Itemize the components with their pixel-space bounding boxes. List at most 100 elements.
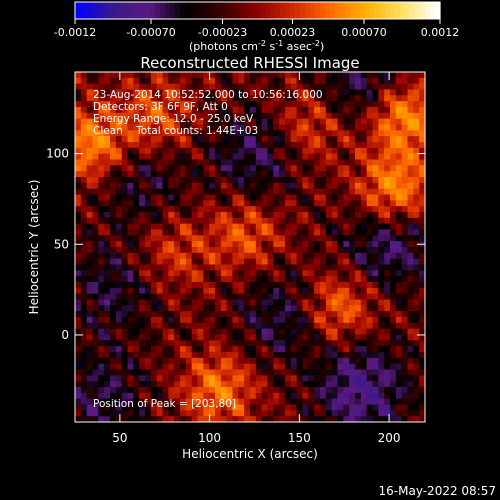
heatmap-cell — [174, 247, 181, 254]
heatmap-cell — [174, 177, 181, 184]
heatmap-cell — [98, 235, 105, 242]
heatmap-cell — [121, 252, 128, 260]
heatmap-cell — [349, 352, 356, 359]
heatmap-cell — [395, 381, 403, 388]
heatmap-cell — [273, 177, 280, 184]
heatmap-cell — [145, 340, 152, 347]
heatmap-cell — [209, 416, 216, 423]
heatmap-cell — [86, 311, 93, 318]
heatmap-cell — [308, 223, 315, 230]
heatmap-cell — [203, 194, 210, 201]
heatmap-cell — [325, 363, 333, 370]
heatmap-cell — [378, 287, 385, 295]
heatmap-cell — [80, 381, 88, 388]
heatmap-cell — [92, 346, 99, 353]
heatmap-cell — [86, 322, 93, 330]
heatmap-cell — [337, 171, 344, 178]
heatmap-cell — [384, 299, 391, 306]
heatmap-cell — [174, 107, 181, 114]
heatmap-cell — [226, 305, 233, 312]
heatmap-cell — [168, 392, 175, 400]
heatmap-cell — [110, 398, 117, 405]
colorbar-cell — [180, 2, 186, 19]
heatmap-cell — [325, 258, 333, 265]
heatmap-cell — [75, 212, 82, 219]
heatmap-cell — [197, 153, 204, 160]
colorbar-cell — [295, 2, 301, 19]
heatmap-cell — [203, 334, 210, 341]
heatmap-cell — [238, 77, 245, 85]
heatmap-cell — [185, 392, 193, 400]
heatmap-cell — [372, 346, 379, 353]
heatmap-cell — [296, 352, 303, 359]
heatmap-cell — [180, 217, 187, 225]
heatmap-cell — [349, 235, 356, 242]
heatmap-cell — [127, 112, 134, 120]
heatmap-cell — [250, 340, 257, 347]
heatmap-cell — [273, 258, 280, 265]
heatmap-cell — [331, 241, 338, 248]
heatmap-cell — [145, 346, 152, 353]
heatmap-cell — [197, 229, 204, 236]
heatmap-cell — [197, 299, 204, 306]
heatmap-cell — [366, 375, 373, 382]
heatmap-cell — [355, 282, 362, 289]
heatmap-cell — [290, 363, 298, 370]
heatmap-cell — [162, 375, 169, 382]
heatmap-cell — [115, 375, 123, 382]
heatmap-cell — [168, 340, 175, 347]
heatmap-cell — [86, 118, 93, 125]
heatmap-cell — [75, 340, 82, 347]
heatmap-cell — [349, 334, 356, 341]
heatmap-cell — [110, 118, 117, 125]
heatmap-cell — [296, 270, 303, 277]
heatmap-cell — [419, 217, 426, 225]
heatmap-cell — [250, 177, 257, 184]
heatmap-cell — [98, 177, 105, 184]
heatmap-cell — [121, 130, 128, 137]
heatmap-cell — [75, 89, 82, 96]
heatmap-cell — [139, 258, 146, 265]
heatmap-cell — [337, 182, 344, 190]
heatmap-cell — [174, 188, 181, 195]
heatmap-cell — [349, 416, 356, 423]
heatmap-cell — [92, 398, 99, 405]
heatmap-cell — [133, 328, 140, 335]
heatmap-cell — [273, 392, 280, 400]
heatmap-cell — [360, 89, 368, 96]
heatmap-cell — [145, 334, 152, 341]
heatmap-cell — [185, 142, 193, 149]
heatmap-cell — [75, 258, 82, 265]
heatmap-cell — [80, 171, 88, 178]
heatmap-cell — [238, 264, 245, 271]
heatmap-cell — [285, 404, 292, 411]
heatmap-cell — [296, 410, 303, 417]
heatmap-cell — [302, 101, 309, 108]
heatmap-cell — [255, 340, 263, 347]
heatmap-cell — [366, 235, 373, 242]
heatmap-cell — [197, 206, 204, 213]
heatmap-cell — [197, 136, 204, 143]
heatmap-cell — [145, 142, 152, 149]
heatmap-cell — [267, 206, 274, 213]
heatmap-cell — [372, 334, 379, 341]
heatmap-cell — [325, 217, 333, 225]
heatmap-cell — [419, 299, 426, 306]
heatmap-cell — [121, 212, 128, 219]
heatmap-cell — [92, 287, 99, 295]
heatmap-cell — [162, 416, 169, 423]
heatmap-cell — [174, 112, 181, 120]
heatmap-cell — [273, 83, 280, 90]
heatmap-cell — [279, 72, 286, 79]
heatmap-cell — [302, 165, 309, 172]
heatmap-cell — [372, 200, 379, 207]
heatmap-cell — [168, 241, 175, 248]
heatmap-cell — [145, 83, 152, 90]
heatmap-cell — [273, 311, 280, 318]
heatmap-cell — [273, 171, 280, 178]
heatmap-cell — [197, 177, 204, 184]
heatmap-cell — [156, 130, 163, 137]
annotation-detectors: Detectors: 3F 6F 9F, Att 0 — [93, 101, 228, 113]
heatmap-cell — [197, 171, 204, 178]
heatmap-cell — [232, 404, 239, 411]
